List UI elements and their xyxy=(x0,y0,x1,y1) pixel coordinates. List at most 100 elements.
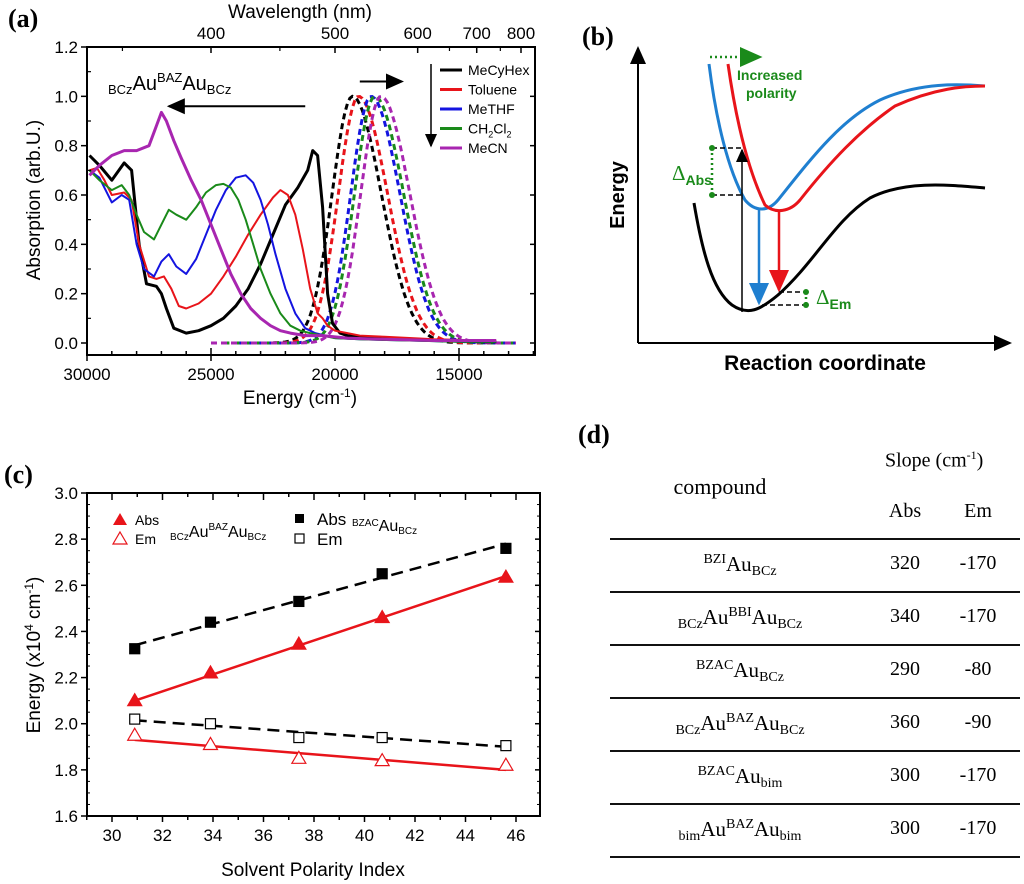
legend-item-mecyhex: MeCyHex xyxy=(440,62,529,78)
table-row: BZACAubim 300 -170 xyxy=(610,750,1020,803)
y-tick-label: 1.8 xyxy=(54,761,78,780)
data-point-triangle-open xyxy=(290,750,307,764)
em-slope-cell: -90 xyxy=(964,711,992,733)
x-tick-label: 32 xyxy=(153,826,172,845)
legend-marker-abs xyxy=(295,514,304,523)
panel-label-a: (a) xyxy=(8,4,39,33)
x-tick-label: 44 xyxy=(456,826,475,845)
legend-item-ch2cl2: CH2Cl2 xyxy=(440,121,512,140)
legend-label: MeTHF xyxy=(468,101,515,117)
emission-line-mecyhex xyxy=(272,94,516,345)
table-row: BCzAuBAZAuBCz 360 -90 xyxy=(610,697,1020,750)
fit-line-0 xyxy=(134,574,507,702)
fit-line-2 xyxy=(134,542,507,647)
data-point-triangle-filled xyxy=(497,569,514,583)
x-tick-label: 15000 xyxy=(435,365,482,384)
compound-cell: BZACAuBCz xyxy=(696,658,784,685)
legend-label: MeCN xyxy=(468,140,508,156)
y-tick-label: 3.0 xyxy=(54,484,78,503)
legend-label-abs: Abs xyxy=(317,510,346,529)
energy-axis-label: Energy xyxy=(607,160,629,229)
x-tick-label: 30 xyxy=(103,826,122,845)
compound-cell: BZACAubim xyxy=(697,764,783,791)
em-slope-cell: -170 xyxy=(959,552,997,574)
data-point-square-filled xyxy=(293,595,305,608)
table-header: compound Slope (cm-1) Abs Em xyxy=(610,440,1020,538)
header-em: Em xyxy=(964,500,992,522)
data-point-square-filled xyxy=(500,542,512,554)
data-point-triangle-filled xyxy=(126,692,143,707)
header-abs: Abs xyxy=(888,500,922,522)
y-tick-label: 2.8 xyxy=(54,530,78,549)
abs-slope-cell: 360 xyxy=(890,711,920,733)
reaction-coordinate-label: Reaction coordinate xyxy=(724,352,926,375)
panel-label-b: (b) xyxy=(582,22,614,51)
legend-marker-abs xyxy=(113,513,127,525)
ground-state-curve xyxy=(692,183,986,313)
y-tick-label: 0.2 xyxy=(54,285,78,304)
legend-marker-em xyxy=(294,533,305,544)
panel-label-c: (c) xyxy=(4,460,33,489)
y-tick-label: 1.6 xyxy=(54,807,78,826)
x-tick-label: 46 xyxy=(507,826,526,845)
y-tick-label: 1.2 xyxy=(54,38,78,57)
legend-label: CH2Cl2 xyxy=(468,121,512,140)
legend-label: Toluene xyxy=(468,82,517,98)
fit-line-1 xyxy=(134,738,507,772)
top-axis-label: Wavelength (nm) xyxy=(228,2,372,23)
y-axis-label: Absorption (arb.U.) xyxy=(24,120,45,281)
abs-slope-cell: 300 xyxy=(890,817,920,839)
table-row: BZACAuBCz 290 -80 xyxy=(610,644,1020,697)
compound-cell: bimAuBAZAubim xyxy=(678,817,802,844)
y-tick-label: 0.0 xyxy=(54,334,78,353)
data-point-triangle-filled xyxy=(202,664,219,679)
x-tick-label: 36 xyxy=(254,826,273,845)
fit-line-3 xyxy=(134,719,506,749)
compound-cell: BCzAuBAZAuBCz xyxy=(675,711,805,738)
data-point-square-open xyxy=(376,731,388,744)
compound-cell: BZIAuBCz xyxy=(703,552,777,579)
data-point-square-open xyxy=(204,718,217,730)
legend-label: MeCyHex xyxy=(468,62,529,78)
data-point-square-filled xyxy=(204,616,217,628)
x-axis-label: Energy (cm-1) xyxy=(243,386,357,409)
legend-label-em: Em xyxy=(317,530,343,549)
top-tick-label: 700 xyxy=(463,24,491,43)
plot-frame xyxy=(86,492,541,817)
absorption-line-mecn xyxy=(88,110,497,342)
legend-item-toluene: Toluene xyxy=(440,82,517,98)
y-tick-label: 0.8 xyxy=(54,137,78,156)
top-tick-label: 600 xyxy=(403,24,431,43)
abs-slope-cell: 290 xyxy=(890,658,920,680)
emission-line-mecn xyxy=(211,95,516,345)
y-tick-label: 2.6 xyxy=(54,576,78,595)
x-tick-label: 38 xyxy=(305,826,324,845)
legend-item-methf: MeTHF xyxy=(440,101,515,117)
data-point-square-open xyxy=(500,740,512,752)
polarity-label-line1: Increased xyxy=(737,67,802,83)
delta-em-dot-bottom xyxy=(803,302,809,308)
x-tick-label: 25000 xyxy=(187,365,234,384)
em-slope-cell: -170 xyxy=(959,817,997,839)
emission-line-toluene xyxy=(272,95,516,345)
abs-slope-cell: 340 xyxy=(890,605,920,627)
x-tick-label: 42 xyxy=(406,826,425,845)
top-tick-label: 400 xyxy=(197,24,225,43)
table-row: BCzAuBBIAuBCz 340 -170 xyxy=(610,591,1020,644)
legend-item-mecn: MeCN xyxy=(440,140,508,156)
x-tick-label: 30000 xyxy=(63,365,110,384)
legend-marker-em xyxy=(111,530,129,545)
y-tick-label: 0.6 xyxy=(54,186,78,205)
absorption-emission-chart: 30000 25000 20000 15000 0.0 0.2 0.4 0.6 0.8 1.0 1.… xyxy=(24,2,536,409)
compound-cell: BCzAuBBIAuBCz xyxy=(677,605,803,632)
x-axis-label: Solvent Polarity Index xyxy=(221,860,405,881)
y-tick-label: 0.4 xyxy=(54,235,78,254)
compound-annotation: BCzAuBAZAuBCz xyxy=(108,70,231,97)
y-axis-label: Energy (x104 cm-1) xyxy=(22,577,45,734)
legend-label-em: Em xyxy=(135,531,156,547)
data-point-triangle-open xyxy=(497,757,514,771)
top-tick-label: 500 xyxy=(321,24,349,43)
delta-em-label: ΔEm xyxy=(816,285,851,312)
x-tick-label: 20000 xyxy=(311,365,358,384)
